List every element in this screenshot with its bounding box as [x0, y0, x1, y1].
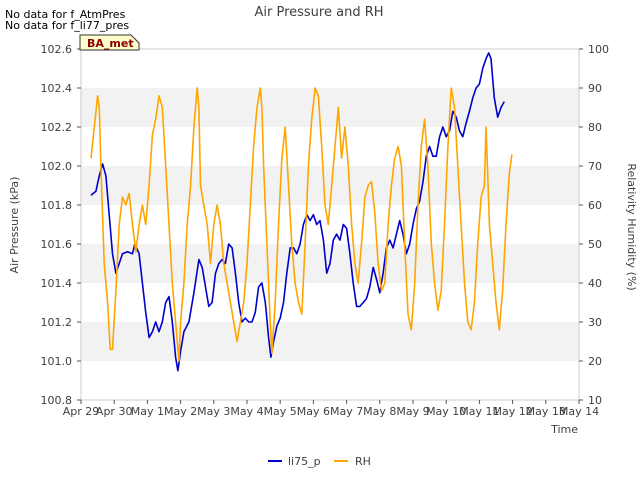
note-atmpres: No data for f_AtmPres: [5, 8, 126, 21]
x-tick-label: May 3: [197, 405, 230, 418]
y-right-tick-label: 80: [588, 121, 602, 134]
y-right-tick-label: 100: [588, 43, 609, 56]
x-tick-label: May 10: [426, 405, 466, 418]
right-axis-ticks: 10 20 30 40 50 60 70 80 90 100: [579, 43, 609, 407]
y-left-tick-label: 102.2: [41, 121, 73, 134]
x-tick-label: May 9: [396, 405, 429, 418]
left-axis-ticks: 100.8 101.0 101.2 101.4 101.6 101.8 102.0 102.2…: [41, 43, 81, 407]
y-left-tick-label: 102.4: [41, 82, 73, 95]
legend-label-rh: RH: [355, 455, 371, 468]
plot-frame: [80, 48, 580, 401]
site-badge-shape: [79, 34, 140, 51]
x-label: Time: [550, 423, 578, 436]
y-left-tick-label: 102.0: [41, 160, 73, 173]
grid-bands: [81, 88, 579, 361]
y-right-tick-label: 10: [588, 394, 602, 407]
series-line-li75-p: [90, 52, 505, 372]
y-right-tick-label: 30: [588, 316, 602, 329]
y-left-tick-label: 101.8: [41, 199, 73, 212]
x-tick-label: May 14: [559, 405, 599, 418]
x-tick-label: May 2: [164, 405, 197, 418]
y-left-tick-label: 101.4: [41, 277, 73, 290]
y-right-tick-label: 40: [588, 277, 602, 290]
y-left-label: Air Pressure (kPa): [8, 177, 21, 274]
site-badge-label: BA_met: [87, 37, 134, 50]
legend: li75_p RH: [268, 455, 371, 468]
grid-band: [81, 322, 579, 361]
y-right-tick-label: 60: [588, 199, 602, 212]
chart-title: Air Pressure and RH: [254, 5, 383, 20]
x-tick-label: May 12: [492, 405, 532, 418]
x-tick-label: Apr 30: [96, 405, 133, 418]
y-left-tick-label: 100.8: [41, 394, 73, 407]
y-left-tick-label: 101.6: [41, 238, 73, 251]
y-left-tick-label: 102.6: [41, 43, 73, 56]
y-right-tick-label: 70: [588, 160, 602, 173]
y-left-tick-label: 101.0: [41, 355, 73, 368]
x-tick-label: May 1: [131, 405, 164, 418]
y-right-label: Relativity Humidity (%): [625, 163, 638, 290]
x-tick-label: May 5: [264, 405, 297, 418]
x-tick-label: May 4: [230, 405, 263, 418]
plot-lines: [90, 52, 513, 372]
x-tick-label: May 6: [297, 405, 330, 418]
y-right-tick-label: 20: [588, 355, 602, 368]
y-right-tick-label: 90: [588, 82, 602, 95]
x-tick-label: May 13: [526, 405, 566, 418]
x-tick-label: Apr 29: [63, 405, 100, 418]
y-right-tick-label: 50: [588, 238, 602, 251]
series-line-rh: [90, 87, 513, 362]
x-tick-label: May 11: [459, 405, 499, 418]
note-li77-pres: No data for f_li77_pres: [5, 19, 129, 32]
y-left-tick-label: 101.2: [41, 316, 73, 329]
legend-label-li75-p: li75_p: [288, 455, 321, 468]
x-tick-label: May 7: [330, 405, 363, 418]
site-badge: BA_met: [79, 34, 140, 51]
x-tick-label: May 8: [363, 405, 396, 418]
